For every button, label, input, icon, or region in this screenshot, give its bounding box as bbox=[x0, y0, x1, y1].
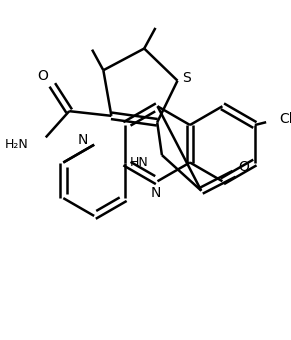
Text: H₂N: H₂N bbox=[5, 138, 29, 151]
Text: N: N bbox=[150, 186, 161, 201]
Text: HN: HN bbox=[130, 156, 149, 169]
Text: O: O bbox=[38, 69, 48, 83]
Text: N: N bbox=[78, 133, 88, 147]
Text: O: O bbox=[238, 160, 249, 174]
Text: S: S bbox=[182, 71, 191, 85]
Text: Cl: Cl bbox=[279, 113, 291, 126]
